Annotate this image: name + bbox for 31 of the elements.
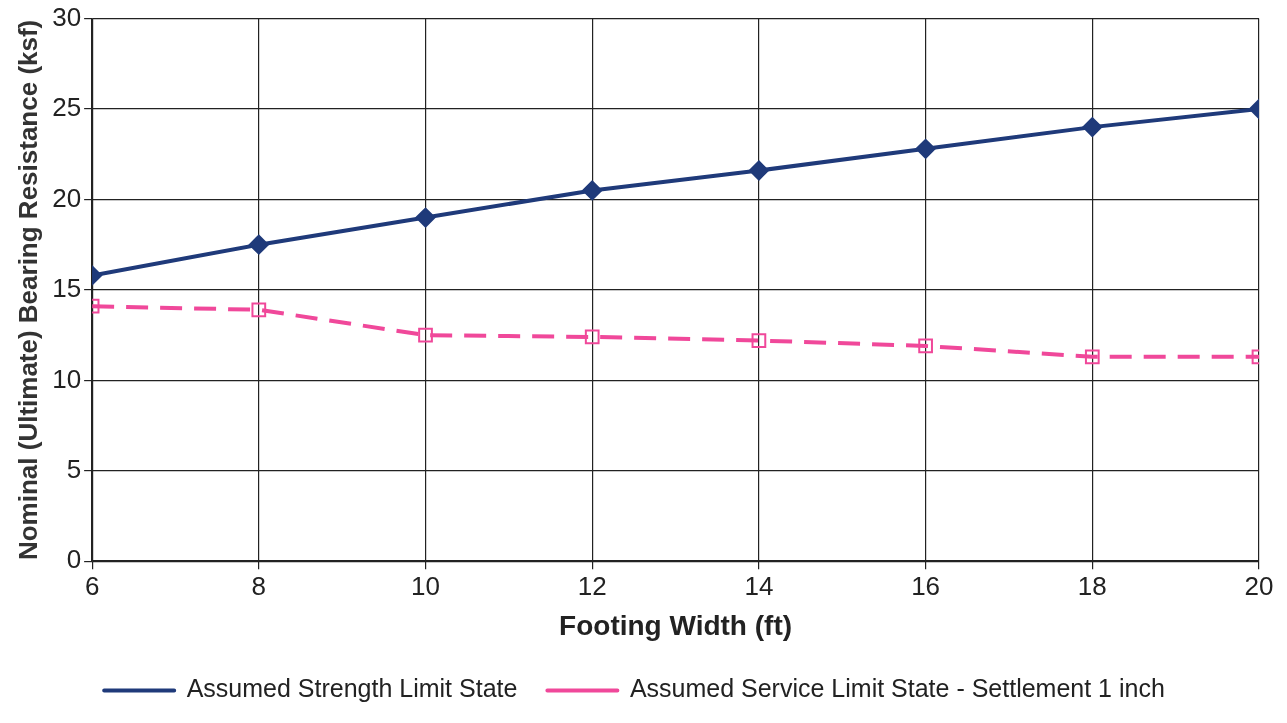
x-tick-label: 14	[744, 570, 774, 601]
y-axis-title: Nominal (Ultimate) Bearing Resistance (ksf)	[12, 19, 43, 561]
point	[248, 234, 269, 255]
point	[1084, 349, 1100, 365]
x-tick-label: 10	[411, 570, 440, 601]
point	[918, 338, 933, 354]
x-tick-label: 18	[1077, 570, 1107, 601]
point	[584, 329, 600, 345]
y-tick-label: 15	[52, 273, 82, 304]
x-tick-label: 16	[911, 570, 941, 601]
y-tick-label: 30	[52, 1, 82, 32]
point	[251, 302, 267, 318]
point	[582, 180, 603, 201]
x-tick-label: 20	[1244, 570, 1274, 601]
x-axis-title: Footing Width (ft)	[559, 609, 793, 641]
legend-label: Assumed Strength Limit State	[186, 674, 518, 703]
point	[418, 327, 433, 343]
y-tick-label: 0	[66, 544, 82, 575]
point	[915, 138, 936, 159]
point	[751, 333, 767, 348]
point	[1082, 117, 1103, 138]
y-tick-label: 20	[52, 182, 82, 213]
point	[415, 207, 436, 228]
x-tick-label: 6	[84, 570, 100, 601]
point	[748, 160, 769, 181]
y-tick-label: 5	[66, 453, 82, 484]
x-tick-label: 8	[251, 570, 267, 601]
legend-label: Assumed Service Limit State - Settlement 1 inch	[629, 674, 1165, 703]
x-tick-label: 12	[577, 570, 607, 601]
y-tick-label: 25	[52, 92, 82, 123]
y-tick-label: 10	[52, 363, 82, 394]
